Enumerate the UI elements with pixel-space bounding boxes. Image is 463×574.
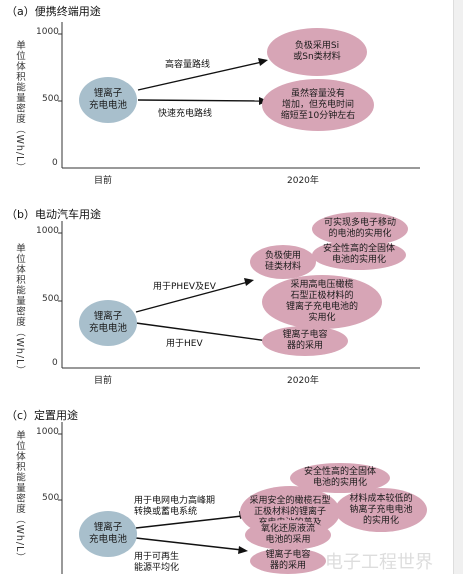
target-bubble: 锂离子电容 器的采用: [250, 548, 326, 574]
y-tick: 0: [52, 358, 58, 368]
y-axis-label: 单位体积能量密度（Wh/L）: [14, 243, 25, 376]
route-label: 用于可再生 能源平均化: [134, 552, 180, 573]
target-bubble: 负极使用 硅类材料: [250, 245, 316, 279]
y-tick: 1000: [36, 427, 59, 437]
target-bubble: 锂离子电容 器的采用: [262, 326, 348, 356]
y-tick: 500: [42, 94, 60, 104]
li-ion-battery-bubble: 锂离子 充电电池: [79, 77, 137, 123]
y-tick: 500: [42, 294, 60, 304]
target-bubble: 采用高电压橄榄 石型正极材料的 锂离子充电电池的 实用化: [262, 275, 382, 329]
bubble-label: 可实现多电子移动 的电池的实用化: [323, 218, 396, 239]
target-bubble: 虽然容量没有 增加，但充电时间 缩短至10分钟左右: [262, 79, 374, 131]
panel-title: （b）电动汽车用途: [6, 208, 101, 221]
panel-axes-arrows: [58, 22, 420, 169]
x-tick: 目前: [94, 176, 113, 186]
bubble-label: 采用高电压橄榄 石型正极材料的 锂离子充电电池的 实用化: [285, 280, 358, 323]
route-label: 快速充电路线: [158, 109, 213, 119]
scrollbar[interactable]: [453, 0, 463, 574]
target-bubble: 负极采用Si 或Sn类材料: [267, 28, 367, 76]
bubble-label: 锂离子电容 器的采用: [282, 330, 328, 351]
bubble-label: 材料成本较低的 钠离子充电电池 的实用化: [349, 493, 413, 526]
route-label: 高容量路线: [165, 60, 211, 70]
target-bubble: 安全性高的全固体 电池的实用化: [312, 240, 406, 270]
bubble-label: 安全性高的全固体 电池的实用化: [303, 467, 376, 488]
y-tick: 0: [52, 158, 58, 168]
panel-portable: （a）便携终端用途 单位体积能量密度（Wh/L） 1000 500 0 目前 2…: [0, 0, 463, 195]
bubble-label: 负极采用Si 或Sn类材料: [293, 41, 341, 62]
li-ion-battery-bubble: 锂离子 充电电池: [79, 511, 137, 557]
panel-title: （c）定置用途: [6, 409, 79, 422]
li-ion-battery-bubble: 锂离子 充电电池: [79, 300, 137, 346]
bubble-label: 锂离子 充电电池: [88, 88, 127, 111]
target-bubble: 氧化还原液流 电池的采用: [245, 520, 331, 550]
y-tick: 1000: [36, 226, 59, 236]
x-tick: 2020年: [287, 176, 319, 186]
target-bubble: 材料成本较低的 钠离子充电电池 的实用化: [335, 488, 427, 532]
bubble-label: 安全性高的全固体 电池的实用化: [322, 244, 395, 265]
bubble-label: 氧化还原液流 电池的采用: [260, 524, 315, 545]
bubble-label: 锂离子 充电电池: [88, 522, 127, 545]
y-tick: 1000: [36, 27, 59, 37]
panel-stationary: （c）定置用途 单位体积能量密度（Wh/L） 1000 500 用于电网电力高峰…: [0, 400, 463, 574]
bubble-label: 锂离子 充电电池: [88, 311, 127, 334]
bubble-label: 负极使用 硅类材料: [264, 251, 301, 272]
route-label: 用于PHEV及EV: [153, 282, 216, 292]
x-tick: 2020年: [287, 376, 319, 386]
route-label: 用于HEV: [166, 339, 203, 349]
y-axis-label: 单位体积能量密度（Wh/L）: [14, 430, 25, 563]
bubble-label: 锂离子电容 器的采用: [265, 550, 311, 571]
y-tick: 500: [42, 493, 60, 503]
panel-ev: （b）电动汽车用途 单位体积能量密度（Wh/L） 1000 500 0 目前 2…: [0, 195, 463, 400]
watermark: 电子工程世界: [325, 552, 433, 573]
route-label: 用于电网电力高峰期 转换或蓄电系统: [134, 496, 216, 517]
panel-title: （a）便携终端用途: [6, 5, 101, 18]
y-axis-label: 单位体积能量密度（Wh/L）: [14, 40, 25, 173]
x-tick: 目前: [94, 376, 113, 386]
bubble-label: 虽然容量没有 增加，但充电时间 缩短至10分钟左右: [280, 88, 356, 121]
